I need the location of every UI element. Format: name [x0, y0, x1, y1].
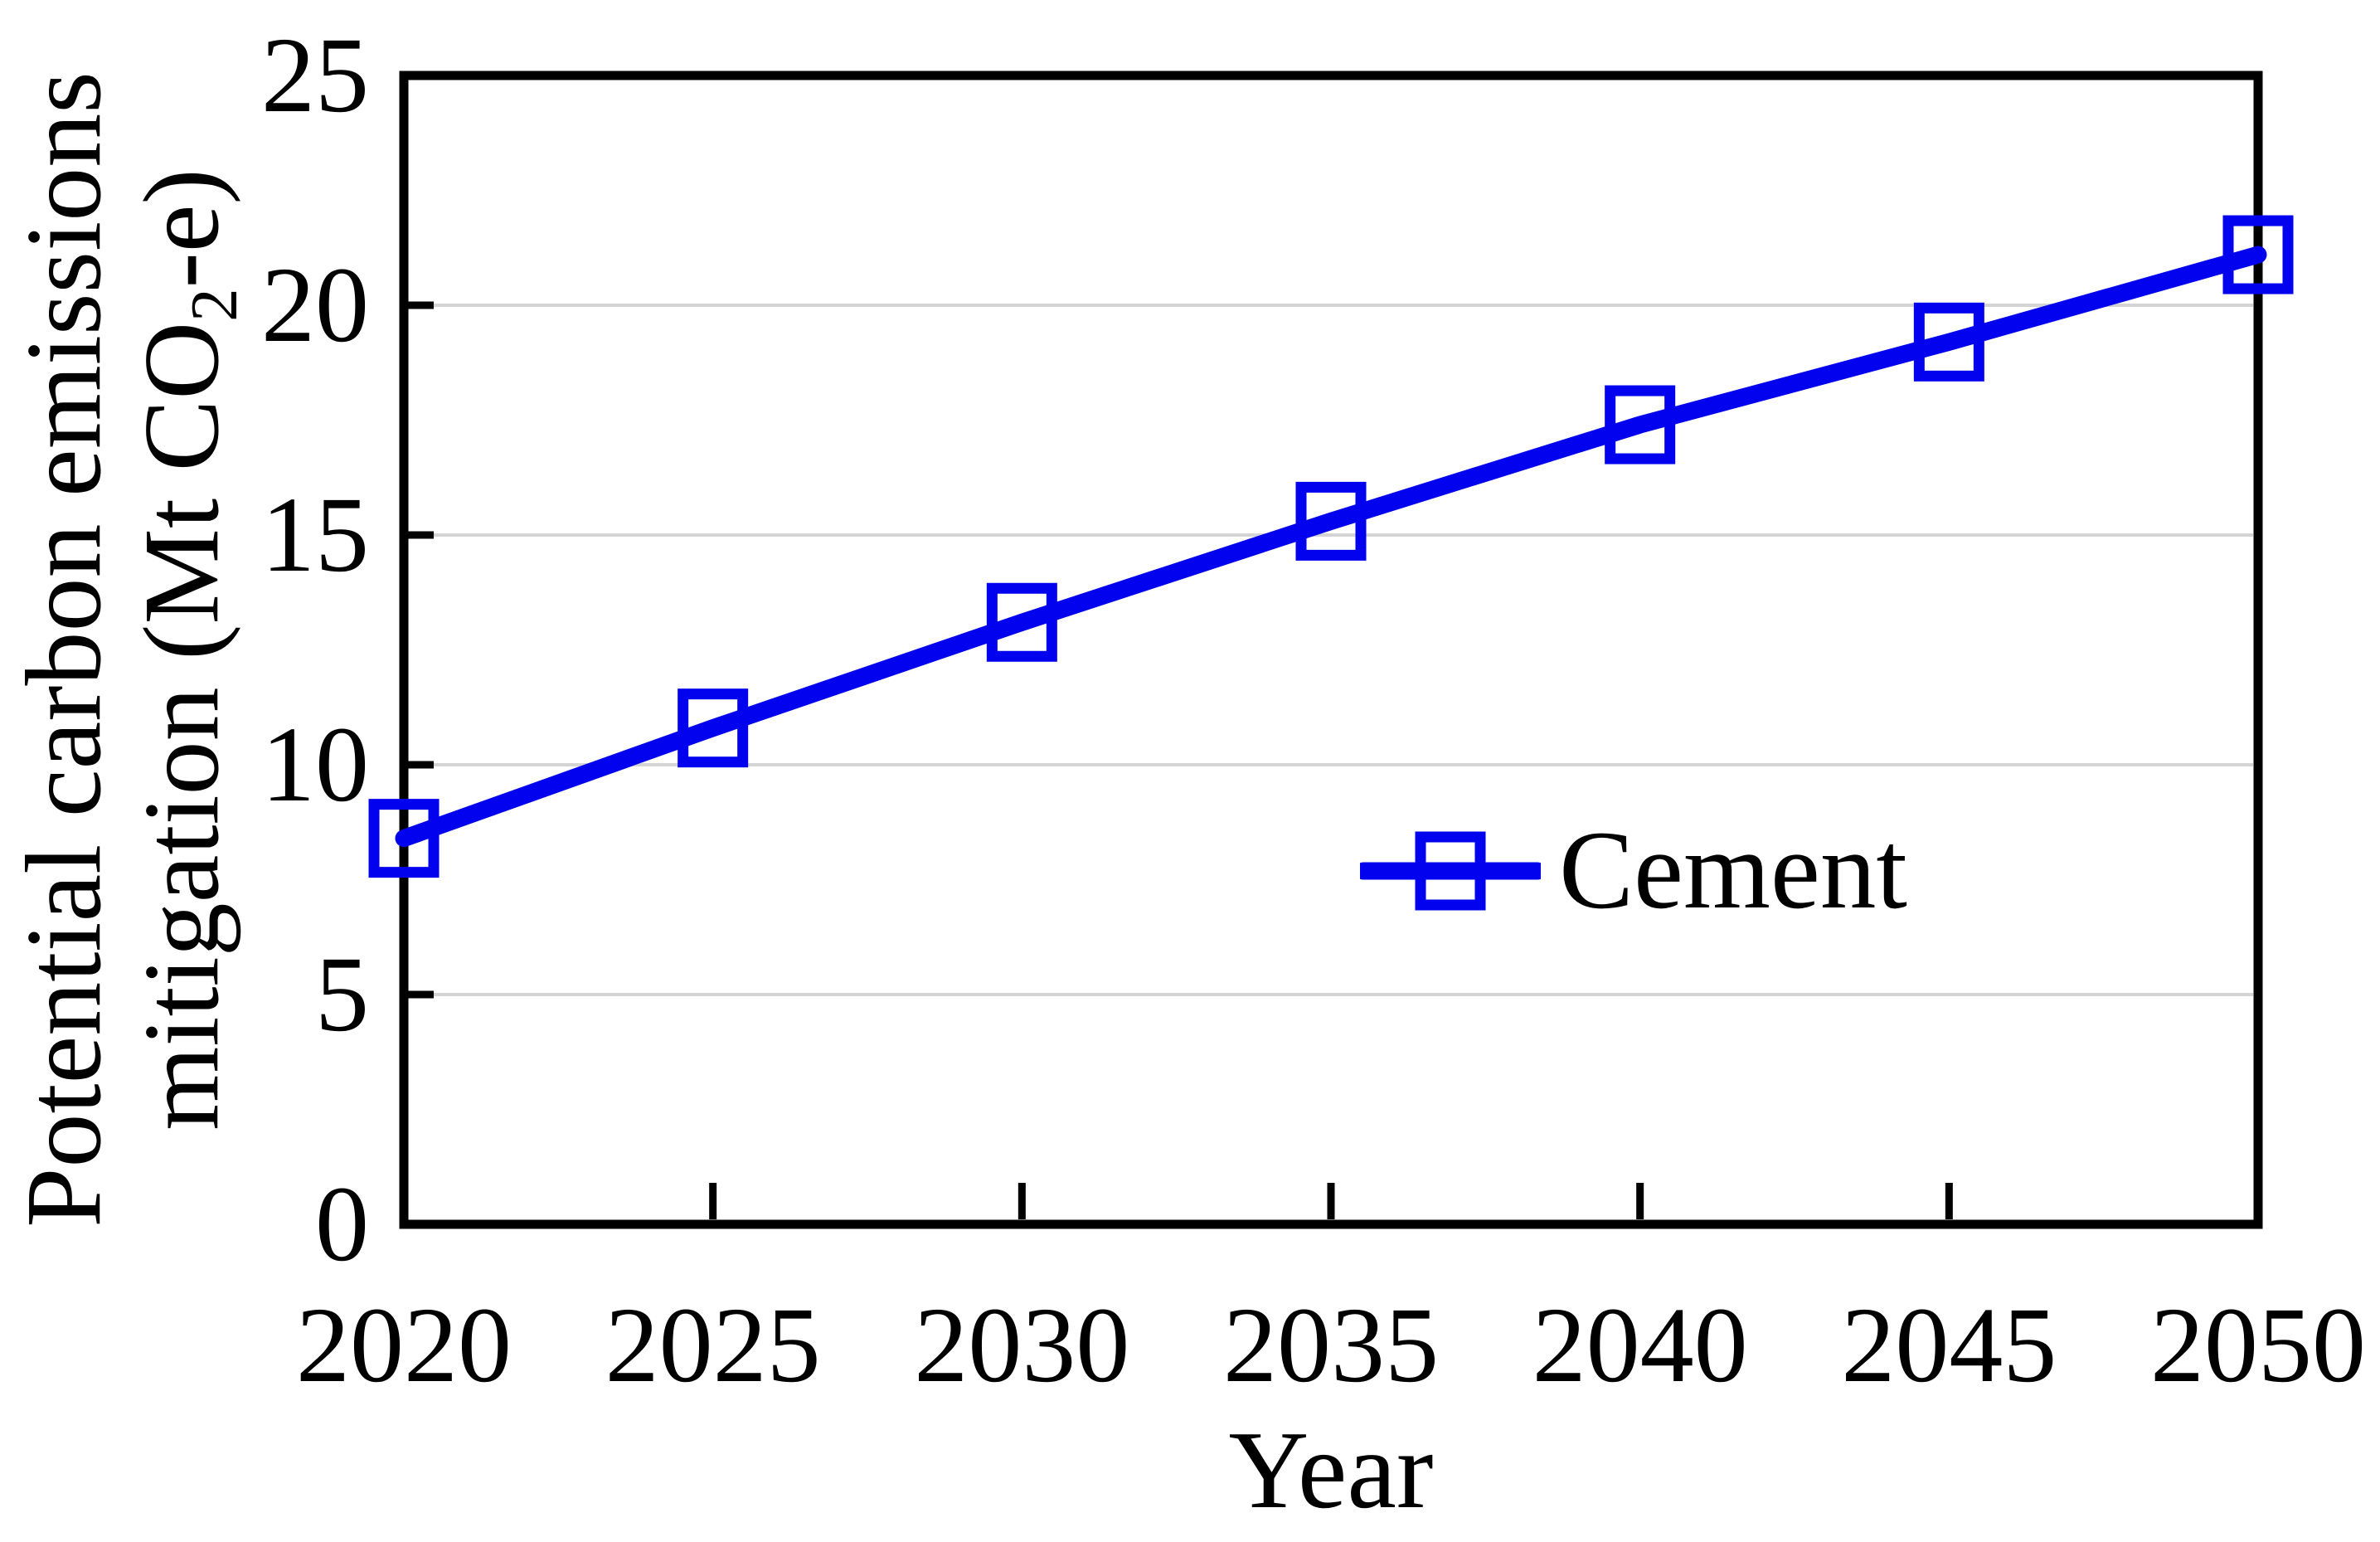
y-axis-title-line1: Potential carbon emissions — [4, 71, 124, 1228]
y-tick-label-10: 10 — [261, 705, 369, 825]
data-marker-2045 — [1913, 302, 1984, 382]
y-tick-label-0: 0 — [315, 1165, 369, 1284]
x-axis-title: Year — [1228, 1408, 1434, 1531]
legend-marker-icon — [1360, 831, 1541, 911]
y-tick-label-20: 20 — [261, 246, 369, 365]
x-tick-label-2045: 2045 — [1841, 1286, 2057, 1405]
y-axis-title-line2: mitigation (Mt CO2-e) — [122, 71, 274, 1228]
y-axis-title: Potential carbon emissions mitigation (M… — [4, 71, 274, 1228]
y-axis-title-line2-prefix: mitigation (Mt CO — [122, 321, 242, 1131]
y-axis-title-line2-suffix: -e) — [122, 168, 242, 289]
x-tick-label-2035: 2035 — [1223, 1286, 1439, 1405]
data-marker-2035 — [1295, 481, 1367, 561]
y-tick-label-25: 25 — [261, 16, 369, 135]
data-marker-2040 — [1605, 385, 1676, 465]
legend-label: Cement — [1559, 809, 1907, 932]
plot-border — [399, 71, 2263, 1229]
x-tick-label-2020: 2020 — [296, 1286, 512, 1405]
y-tick-label-15: 15 — [261, 475, 369, 595]
x-tick-label-2050: 2050 — [2150, 1286, 2366, 1405]
x-tick-label-2025: 2025 — [605, 1286, 821, 1405]
legend: Cement — [1360, 809, 1907, 933]
x-tick-label-2040: 2040 — [1532, 1286, 1748, 1405]
y-axis-title-subscript: 2 — [177, 288, 251, 322]
x-tick-label-2030: 2030 — [914, 1286, 1130, 1405]
data-marker-2030 — [986, 582, 1057, 662]
data-marker-2025 — [678, 688, 749, 768]
data-marker-2020 — [368, 799, 440, 878]
y-tick-label-5: 5 — [315, 935, 369, 1054]
series-line-cement — [395, 246, 2267, 848]
data-marker-2050 — [2222, 215, 2294, 294]
